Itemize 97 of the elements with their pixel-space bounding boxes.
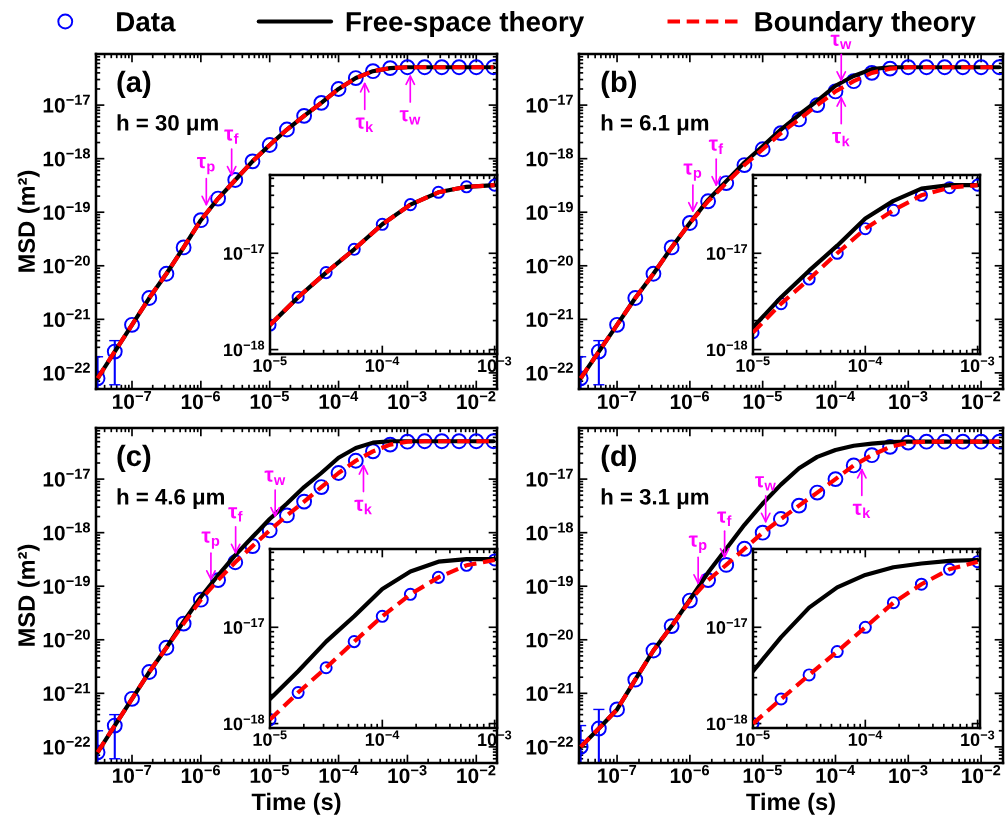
y-axis-title: MSD (m²) <box>17 544 40 646</box>
x-tick-label: 10$^{−2}$ <box>457 765 496 784</box>
y-tick-label: 10$^{−20}$ <box>526 629 573 648</box>
y-tick-label: 10$^{−21}$ <box>526 308 574 328</box>
y-tick-label: 10$^{−17}$ <box>707 618 748 634</box>
x-tick-label: 10$^{−4}$ <box>365 730 400 746</box>
annotation: τ$_{w}$ <box>264 470 286 485</box>
annotation: τ$_{p}$ <box>688 535 707 553</box>
x-tick-label: 10$^{−7}$ <box>113 765 152 783</box>
annotation: τ$_{w}$ <box>399 110 421 125</box>
y-tick-label: 10$^{−21}$ <box>526 682 574 702</box>
y-tick-label: 10$^{−17}$ <box>526 94 573 113</box>
x-tick-label: 10$^{−4}$ <box>365 356 400 372</box>
annotation: τ$_{k}$ <box>832 131 850 147</box>
x-tick-label: 10$^{−3}$ <box>889 391 928 410</box>
y-tick-label: 10$^{−19}$ <box>43 575 90 594</box>
x-tick-label: 10$^{−3}$ <box>478 356 512 373</box>
x-tick-label: 10$^{−7}$ <box>598 391 637 409</box>
x-tick-label: 10$^{−3}$ <box>388 391 427 410</box>
annotation: (b) <box>601 70 636 98</box>
annotation: (d) <box>601 444 636 472</box>
x-tick-label: 10$^{−5}$ <box>253 356 287 372</box>
legend-label: Free-space theory <box>346 11 585 38</box>
annotation: τ$_{p}$ <box>197 157 215 175</box>
y-tick-label: 10$^{−17}$ <box>707 244 748 260</box>
annotation: τ$_{f}$ <box>708 139 724 154</box>
annotation: τ$_{p}$ <box>201 531 220 549</box>
y-tick-label: 10$^{−20}$ <box>43 629 90 648</box>
y-tick-label: 10$^{−21}$ <box>43 682 91 702</box>
y-tick-label: 10$^{−17}$ <box>224 244 265 260</box>
annotation: τ$_{p}$ <box>683 163 702 181</box>
y-tick-label: 10$^{−18}$ <box>43 148 91 167</box>
y-tick-label: 10$^{−22}$ <box>43 736 90 755</box>
y-tick-label: 10$^{−18}$ <box>707 340 748 357</box>
y-tick-label: 10$^{−17}$ <box>526 468 573 487</box>
x-tick-label: 10$^{−7}$ <box>113 391 152 409</box>
x-tick-label: 10$^{−4}$ <box>848 730 883 746</box>
y-tick-label: 10$^{−18}$ <box>224 340 265 357</box>
x-tick-label: 10$^{−6}$ <box>181 765 221 784</box>
y-tick-label: 10$^{−18}$ <box>526 148 574 167</box>
x-tick-label: 10$^{−6}$ <box>670 391 710 410</box>
x-tick-label: 10$^{−5}$ <box>736 356 770 372</box>
legend-label: Data <box>117 12 176 32</box>
x-tick-label: 10$^{−5}$ <box>253 730 287 746</box>
x-tick-label: 10$^{−4}$ <box>816 765 856 783</box>
annotation: τ$_{f}$ <box>224 129 239 144</box>
y-tick-label: 10$^{−18}$ <box>224 714 265 731</box>
y-tick-label: 10$^{−17}$ <box>43 94 90 113</box>
annotation: τ$_{k}$ <box>354 499 372 515</box>
y-tick-label: 10$^{−22}$ <box>526 736 573 755</box>
x-tick-label: 10$^{−5}$ <box>250 391 289 409</box>
annotation: (c) <box>117 444 151 472</box>
x-tick-label: 10$^{−6}$ <box>181 391 221 410</box>
y-tick-label: 10$^{−19}$ <box>526 201 573 220</box>
annotation: h = 3.1 μm <box>601 488 709 509</box>
x-tick-label: 10$^{−7}$ <box>598 765 637 783</box>
y-tick-label: 10$^{−19}$ <box>526 575 573 594</box>
x-tick-label: 10$^{−3}$ <box>388 765 427 784</box>
x-tick-label: 10$^{−2}$ <box>457 391 496 410</box>
x-tick-label: 10$^{−4}$ <box>816 391 856 409</box>
x-tick-label: 10$^{−5}$ <box>736 730 770 746</box>
y-tick-label: 10$^{−22}$ <box>526 362 573 381</box>
annotation: (a) <box>117 70 151 98</box>
x-tick-label: 10$^{−4}$ <box>848 356 883 372</box>
x-tick-label: 10$^{−4}$ <box>319 765 359 783</box>
annotation: h = 6.1 μm <box>601 114 709 135</box>
x-tick-label: 10$^{−3}$ <box>889 765 928 784</box>
x-tick-label: 10$^{−3}$ <box>478 730 512 747</box>
y-tick-label: 10$^{−17}$ <box>224 618 265 634</box>
y-tick-label: 10$^{−17}$ <box>43 468 90 487</box>
y-axis-title: MSD (m²) <box>17 170 40 272</box>
annotation: τ$_{k}$ <box>355 117 374 132</box>
y-tick-label: 10$^{−18}$ <box>707 714 748 731</box>
y-tick-label: 10$^{−21}$ <box>43 308 91 328</box>
y-tick-label: 10$^{−22}$ <box>43 362 90 381</box>
annotation: τ$_{f}$ <box>228 507 243 522</box>
x-tick-label: 10$^{−4}$ <box>319 391 359 409</box>
x-tick-label: 10$^{−6}$ <box>670 765 710 784</box>
y-tick-label: 10$^{−18}$ <box>43 522 91 541</box>
x-tick-label: 10$^{−5}$ <box>743 765 782 783</box>
annotation: h = 30 μm <box>117 114 218 135</box>
x-tick-label: 10$^{−2}$ <box>962 765 1001 784</box>
x-axis-title: Time (s) <box>746 792 835 815</box>
annotation: h = 4.6 μm <box>117 488 224 509</box>
x-axis-title: Time (s) <box>251 792 341 815</box>
annotation: τ$_{k}$ <box>852 503 871 519</box>
x-tick-label: 10$^{−3}$ <box>961 730 995 747</box>
y-tick-label: 10$^{−19}$ <box>43 201 90 220</box>
annotation: τ$_{w}$ <box>755 476 776 491</box>
y-tick-label: 10$^{−18}$ <box>526 522 574 541</box>
x-tick-label: 10$^{−5}$ <box>250 765 289 783</box>
y-tick-label: 10$^{−20}$ <box>43 255 90 274</box>
x-tick-label: 10$^{−2}$ <box>962 391 1001 410</box>
x-tick-label: 10$^{−5}$ <box>743 391 782 409</box>
x-tick-label: 10$^{−3}$ <box>961 356 995 373</box>
annotation: τ$_{f}$ <box>717 511 732 526</box>
y-tick-label: 10$^{−20}$ <box>526 255 573 274</box>
